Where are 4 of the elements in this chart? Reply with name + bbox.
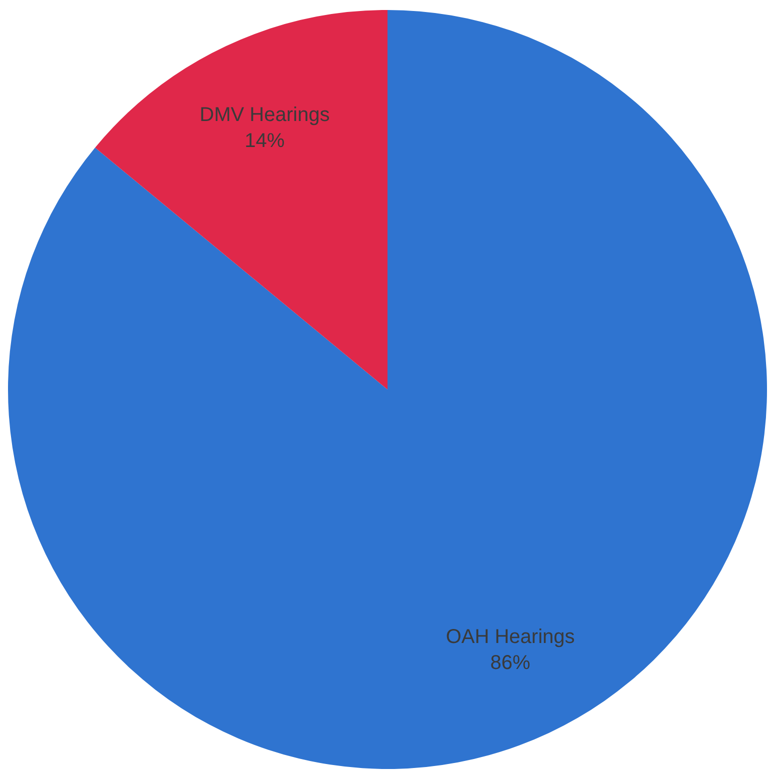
data-label: 86% bbox=[490, 652, 531, 674]
slice-label: OAH Hearings bbox=[446, 626, 575, 648]
data-label: 14% bbox=[244, 130, 285, 152]
slice-label: DMV Hearings bbox=[200, 104, 330, 126]
